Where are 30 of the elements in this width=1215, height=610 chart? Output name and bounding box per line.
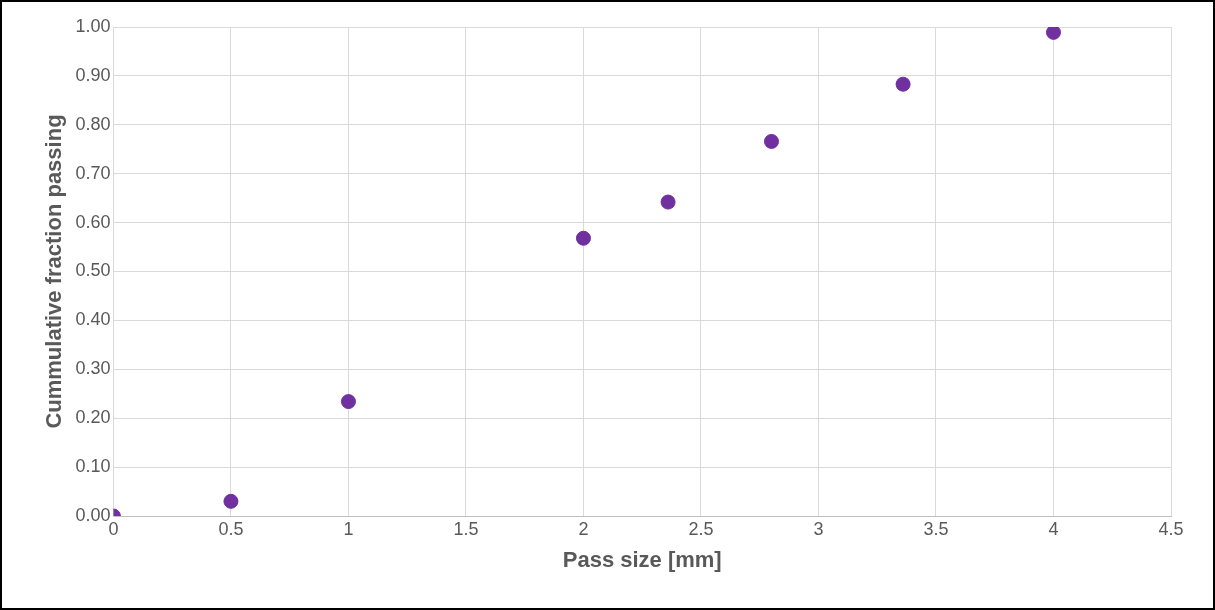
x-tick-label: 2.5 — [688, 518, 714, 539]
y-tick-label: 0.00 — [75, 504, 111, 525]
x-tick-label: 0.5 — [218, 518, 244, 539]
x-tick-label: 2 — [578, 518, 589, 539]
x-tick-label: 3 — [813, 518, 824, 539]
y-tick-label: 1.00 — [75, 15, 111, 36]
y-tick-label: 0.60 — [75, 211, 111, 232]
x-tick-label: 1.5 — [453, 518, 479, 539]
y-tick-label: 0.90 — [75, 64, 111, 85]
y-tick-label: 0.40 — [75, 309, 111, 330]
point — [895, 76, 911, 92]
x-tick-label: 4.5 — [1158, 518, 1184, 539]
y-tick-label: 0.30 — [75, 358, 111, 379]
point — [660, 194, 676, 210]
point — [1045, 27, 1061, 40]
point — [340, 394, 356, 410]
x-tick-label: 1 — [343, 518, 354, 539]
point — [223, 493, 239, 509]
point — [763, 133, 779, 149]
y-tick-label: 0.50 — [75, 260, 111, 281]
point — [575, 230, 591, 246]
x-tick-label: 3.5 — [923, 518, 949, 539]
y-tick-label: 0.20 — [75, 407, 111, 428]
y-axis-title: Cummulative fraction passing — [41, 114, 67, 429]
x-tick-label: 0 — [108, 518, 119, 539]
y-tick-label: 0.80 — [75, 113, 111, 134]
x-tick-label: 4 — [1048, 518, 1059, 539]
y-tick-label: 0.70 — [75, 162, 111, 183]
x-axis-title: Pass size [mm] — [562, 546, 722, 572]
y-tick-label: 0.10 — [75, 456, 111, 477]
